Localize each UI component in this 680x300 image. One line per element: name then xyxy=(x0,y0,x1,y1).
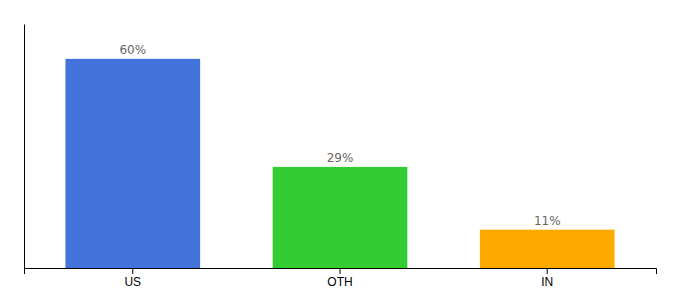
y-axis-line xyxy=(24,25,25,269)
bar xyxy=(273,167,408,268)
data-label: 60% xyxy=(119,43,146,57)
data-labels: 60% 29% 11% xyxy=(119,43,560,228)
x-tick-label: IN xyxy=(541,275,553,289)
x-tick-label: US xyxy=(124,275,141,289)
x-tick: OTH xyxy=(327,268,352,289)
x-tick-mark xyxy=(547,268,548,274)
x-axis-line xyxy=(25,269,657,275)
x-tick: US xyxy=(124,268,141,289)
x-tick-mark xyxy=(132,268,133,274)
data-label: 29% xyxy=(327,151,354,165)
bar xyxy=(65,59,200,268)
chart: US OTH IN 60% 29% 11% xyxy=(0,0,680,300)
x-tick: IN xyxy=(541,268,553,289)
data-label: 11% xyxy=(534,214,561,228)
plot: US OTH IN 60% 29% 11% xyxy=(25,25,657,289)
x-tick-mark xyxy=(340,268,341,274)
bar xyxy=(480,230,615,268)
x-axis: US OTH IN xyxy=(25,268,657,289)
x-tick-label: OTH xyxy=(327,275,352,289)
y-axis xyxy=(24,25,25,269)
bars xyxy=(65,59,614,268)
